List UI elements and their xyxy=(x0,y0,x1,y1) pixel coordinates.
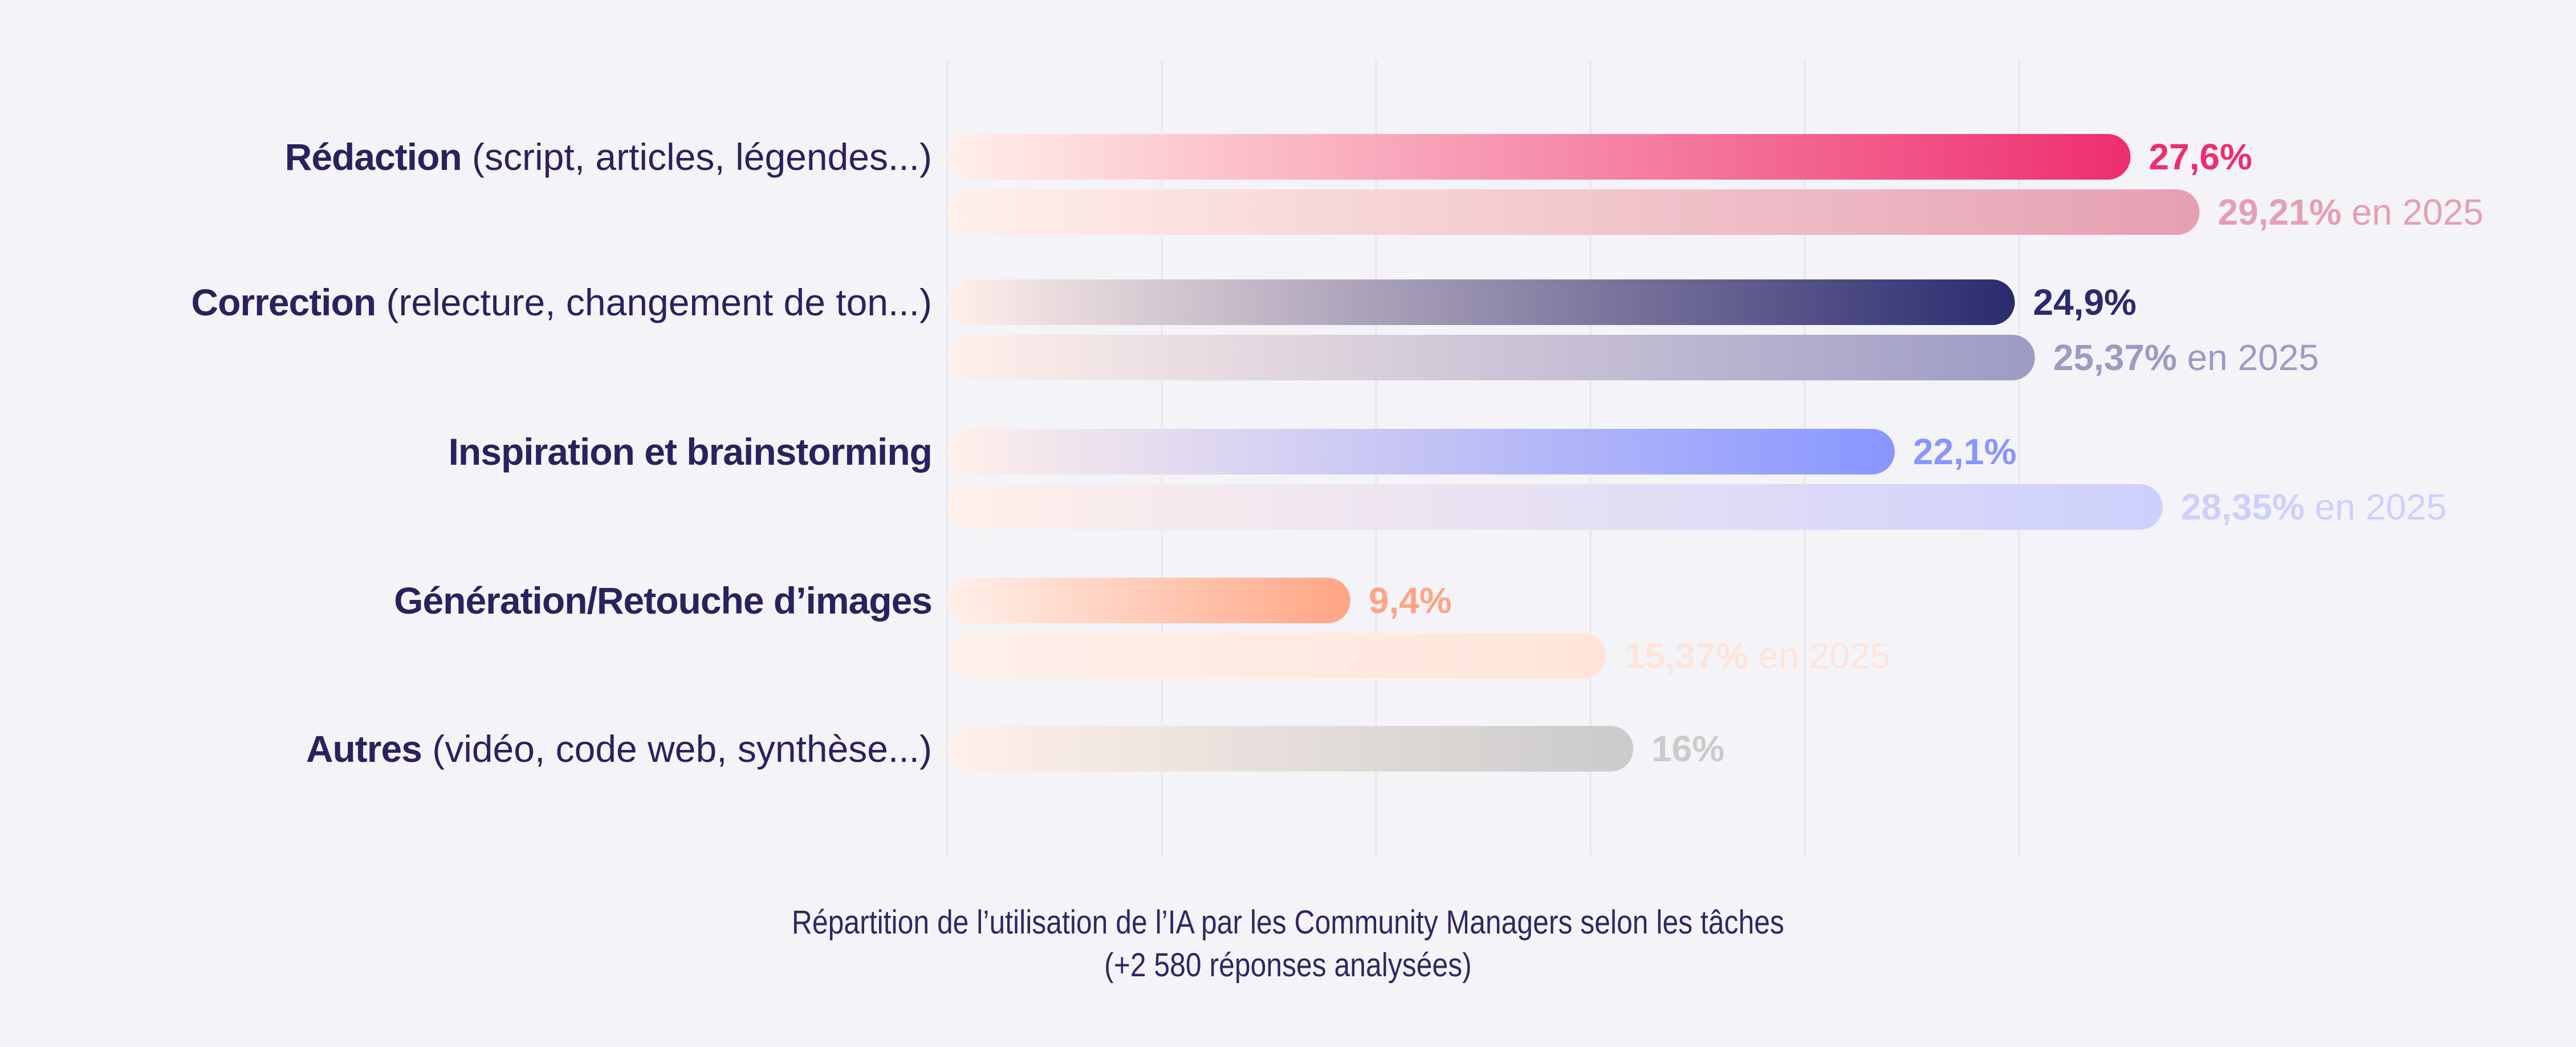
category-label-2: Inspiration et brainstorming xyxy=(448,431,933,473)
bar-2025-0 xyxy=(947,189,2200,235)
bar-2025-1 xyxy=(947,335,2035,380)
bar-0 xyxy=(947,134,2131,180)
category-label-bold: Rédaction xyxy=(284,136,462,178)
value-label-2025-0: 29,21% en 2025 xyxy=(2218,194,2484,230)
value-number: 9,4% xyxy=(1368,580,1452,621)
bar-2 xyxy=(947,429,1895,474)
value-number: 16% xyxy=(1651,728,1725,769)
value-number: 24,9% xyxy=(2033,282,2137,323)
value-label-3: 9,4% xyxy=(1369,582,1452,619)
category-label-4: Autres (vidéo, code web, synthèse...) xyxy=(306,730,932,768)
value-number: 28,35% xyxy=(2180,486,2305,527)
category-label-0: Rédaction (script, articles, légendes...… xyxy=(285,138,932,176)
category-label-bold: Génération/Retouche d’images xyxy=(394,579,933,622)
value-label-1: 24,9% xyxy=(2033,284,2136,320)
bars xyxy=(947,134,2200,772)
chart-caption: Répartition de l’utilisation de l’IA par… xyxy=(180,901,2395,987)
category-label-detail: (script, articles, légendes...) xyxy=(461,136,932,178)
category-label-detail: (relecture, changement de ton...) xyxy=(376,281,932,323)
value-label-2025-1: 25,37% en 2025 xyxy=(2053,339,2319,376)
category-label-bold: Autres xyxy=(306,728,422,770)
value-label-0: 27,6% xyxy=(2149,139,2252,175)
value-suffix: en 2025 xyxy=(2176,337,2319,378)
category-label-3: Génération/Retouche d’images xyxy=(394,579,933,622)
bar-3 xyxy=(947,578,1350,623)
category-label-bold: Inspiration et brainstorming xyxy=(448,431,933,473)
caption-line-2: (+2 580 réponses analysées) xyxy=(1104,947,1472,984)
category-label-1: Correction (relecture, changement de ton… xyxy=(191,283,932,321)
value-label-2025-3: 15,37% en 2025 xyxy=(1625,638,1890,674)
bar-4 xyxy=(947,726,1634,772)
value-number: 29,21% xyxy=(2217,192,2342,233)
value-label-2: 22,1% xyxy=(1913,433,2016,470)
bar-2025-2 xyxy=(947,484,2163,530)
category-label-detail: (vidéo, code web, synthèse...) xyxy=(421,728,932,770)
value-number: 22,1% xyxy=(1912,431,2017,472)
value-suffix: en 2025 xyxy=(2304,486,2447,527)
value-number: 15,37% xyxy=(1624,635,1748,676)
category-label-bold: Correction xyxy=(191,281,376,323)
value-suffix: en 2025 xyxy=(2341,192,2484,233)
value-label-4: 16% xyxy=(1651,731,1724,767)
value-suffix: en 2025 xyxy=(1748,635,1890,676)
value-number: 25,37% xyxy=(2053,337,2177,378)
bar-1 xyxy=(947,279,2015,325)
value-number: 27,6% xyxy=(2148,136,2252,177)
bar-2025-3 xyxy=(947,633,1606,679)
value-label-2025-2: 28,35% en 2025 xyxy=(2181,489,2447,525)
caption-line-1: Répartition de l’utilisation de l’IA par… xyxy=(791,904,1784,941)
